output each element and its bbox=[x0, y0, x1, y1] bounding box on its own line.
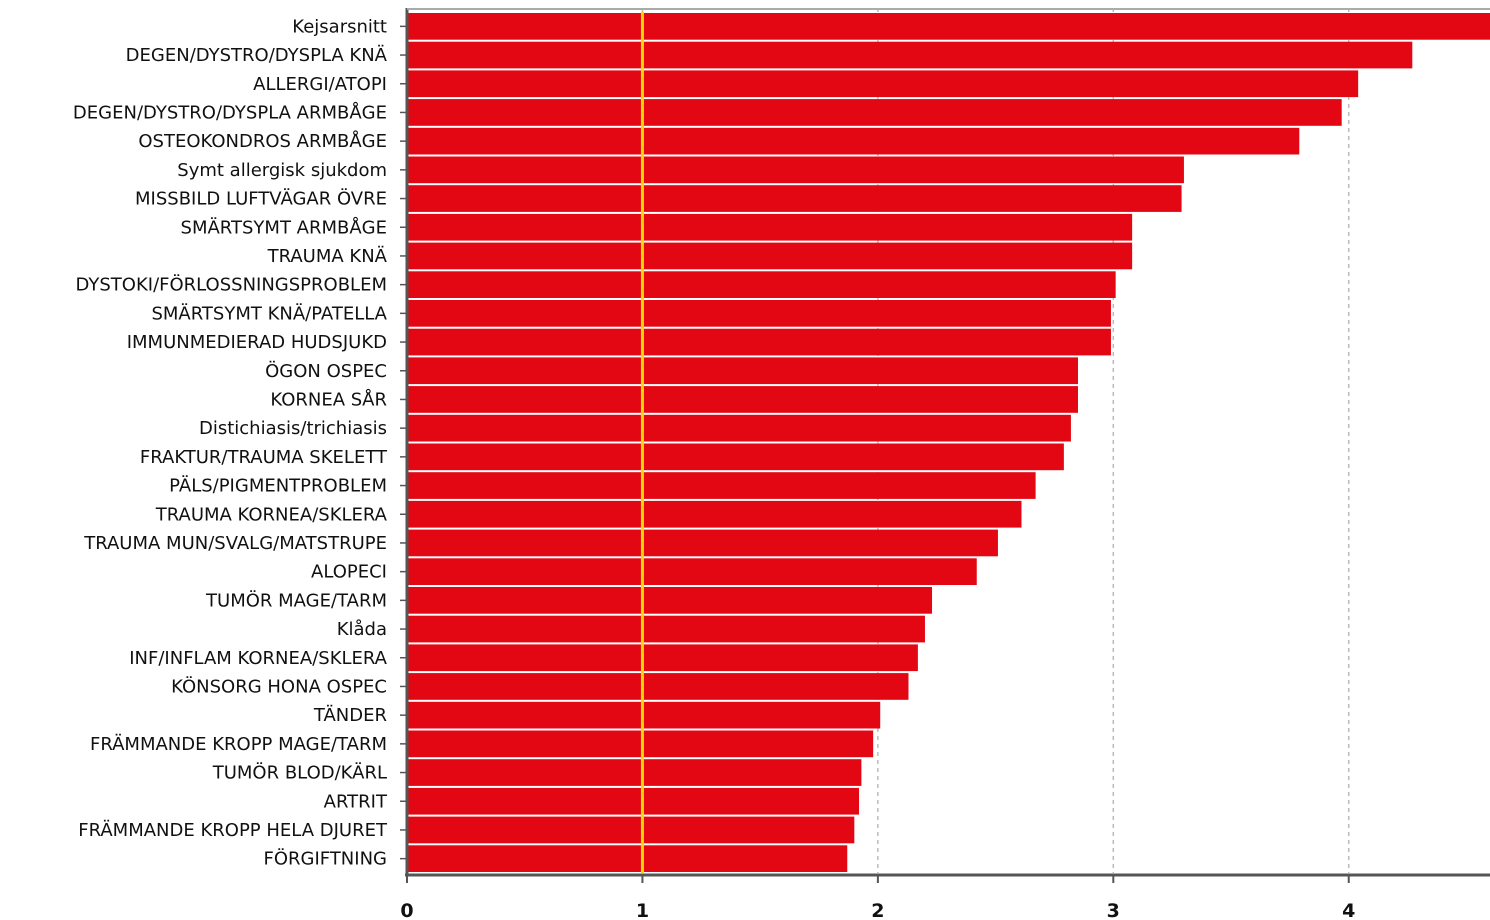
bar bbox=[408, 13, 1490, 40]
bar bbox=[408, 759, 862, 786]
x-tick-label: 0 bbox=[400, 900, 413, 920]
category-label: DYSTOKI/FÖRLOSSNINGSPROBLEM bbox=[76, 274, 388, 296]
bars bbox=[408, 13, 1490, 872]
category-label: TRAUMA KNÄ bbox=[267, 246, 388, 267]
category-label: KÖNSORG HONA OSPEC bbox=[171, 675, 387, 697]
x-tick-label: 4 bbox=[1342, 900, 1355, 920]
category-label: DEGEN/DYSTRO/DYSPLA ARMBÅGE bbox=[73, 101, 387, 123]
category-label: FRAKTUR/TRAUMA SKELETT bbox=[140, 447, 388, 468]
bar bbox=[408, 587, 933, 614]
bar bbox=[408, 673, 909, 700]
bar bbox=[408, 156, 1184, 184]
bar bbox=[408, 99, 1342, 126]
bar bbox=[408, 529, 998, 557]
category-label: PÄLS/PIGMENTPROBLEM bbox=[169, 476, 387, 497]
category-label: TUMÖR MAGE/TARM bbox=[205, 589, 387, 611]
category-label: TRAUMA MUN/SVALG/MATSTRUPE bbox=[83, 533, 387, 554]
bar bbox=[408, 472, 1036, 499]
bar bbox=[408, 70, 1359, 98]
bar bbox=[408, 328, 1111, 356]
category-label: TÄNDER bbox=[313, 705, 387, 726]
bar bbox=[408, 357, 1078, 385]
bar bbox=[408, 787, 860, 815]
category-label: TUMÖR BLOD/KÄRL bbox=[212, 762, 387, 784]
category-label: Distichiasis/trichiasis bbox=[199, 418, 387, 439]
category-label: INF/INFLAM KORNEA/SKLERA bbox=[129, 648, 387, 669]
category-label: ÖGON OSPEC bbox=[265, 360, 387, 382]
category-label: MISSBILD LUFTVÄGAR ÖVRE bbox=[135, 188, 387, 210]
x-tick-label: 3 bbox=[1107, 900, 1120, 920]
bar bbox=[408, 443, 1064, 471]
bar bbox=[408, 558, 977, 585]
bar bbox=[408, 213, 1133, 241]
bar bbox=[408, 414, 1071, 442]
category-label: Klåda bbox=[337, 619, 387, 640]
category-label: TRAUMA KORNEA/SKLERA bbox=[155, 504, 388, 525]
category-label: ALLERGI/ATOPI bbox=[253, 74, 387, 95]
bar bbox=[408, 242, 1133, 270]
bar bbox=[408, 845, 848, 872]
x-tick-label: 1 bbox=[636, 900, 649, 920]
bar bbox=[408, 127, 1300, 155]
bar bbox=[408, 271, 1116, 298]
category-label: IMMUNMEDIERAD HUDSJUKD bbox=[127, 332, 387, 353]
bar bbox=[408, 701, 881, 729]
bar bbox=[408, 730, 874, 758]
bar bbox=[408, 300, 1111, 327]
category-label: FRÄMMANDE KROPP MAGE/TARM bbox=[90, 734, 387, 755]
bar bbox=[408, 644, 918, 672]
category-label: ALOPECI bbox=[311, 562, 387, 583]
category-label: OSTEOKONDROS ARMBÅGE bbox=[138, 130, 387, 152]
category-label: FRÄMMANDE KROPP HELA DJURET bbox=[78, 820, 388, 841]
category-label: KORNEA SÅR bbox=[270, 388, 387, 410]
category-label: DEGEN/DYSTRO/DYSPLA KNÄ bbox=[126, 45, 388, 66]
category-label: ARTRIT bbox=[324, 791, 388, 812]
category-label: Symt allergisk sjukdom bbox=[177, 160, 387, 181]
bar bbox=[408, 816, 855, 844]
category-labels: Kejsarsnitt DEGEN/DYSTRO/DYSPLA KNÄ ALLERG… bbox=[73, 16, 388, 869]
axes: 0 1 2 3 4 bbox=[400, 8, 1490, 920]
category-label: SMÄRTSYMT ARMBÅGE bbox=[181, 216, 387, 238]
category-label: Kejsarsnitt bbox=[292, 16, 387, 37]
x-tick-label: 2 bbox=[871, 900, 884, 920]
bar bbox=[408, 386, 1078, 413]
bar bbox=[408, 500, 1022, 528]
bar bbox=[408, 185, 1182, 212]
category-label: SMÄRTSYMT KNÄ/PATELLA bbox=[151, 303, 387, 324]
bar bbox=[408, 41, 1413, 69]
bar bbox=[408, 615, 925, 643]
category-label: FÖRGIFTNING bbox=[263, 848, 387, 870]
